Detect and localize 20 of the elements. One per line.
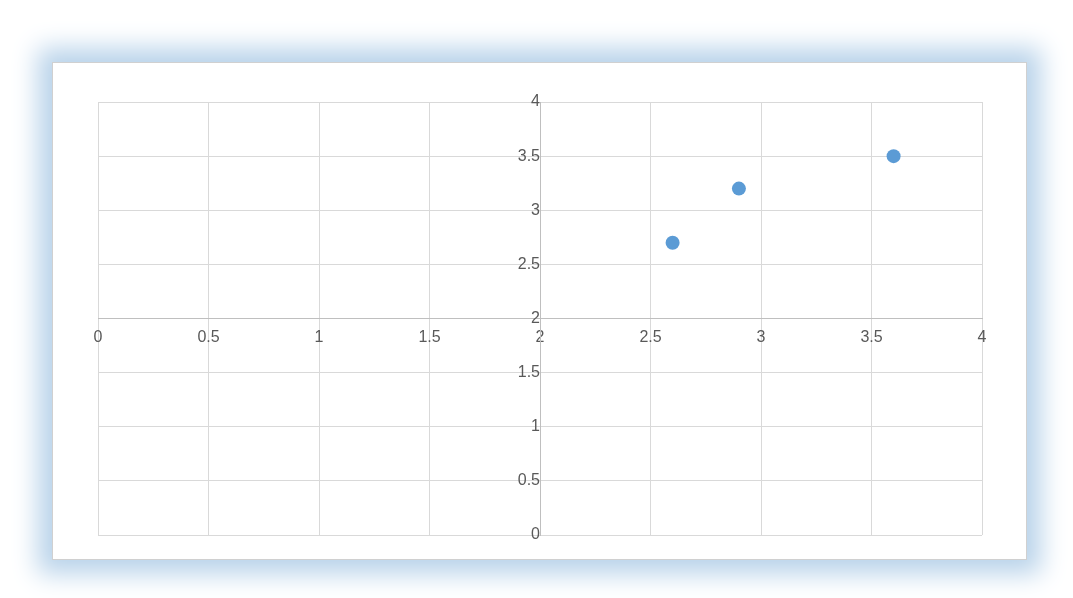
x-tick-label: 1.5	[418, 327, 441, 345]
x-tick-label: 2.5	[639, 327, 662, 345]
x-tick-label: 0.5	[197, 327, 220, 345]
point	[731, 181, 746, 196]
y-tick-label: 3.5	[517, 146, 541, 164]
y-tick-label: 1.5	[517, 363, 541, 381]
y-tick-label: 4	[531, 92, 541, 110]
x-tick-label: 1	[314, 327, 324, 345]
y-tick-label: 3	[531, 200, 541, 218]
point	[886, 149, 901, 164]
x-tick-label: 3.5	[860, 327, 883, 345]
x-tick-label: 4	[977, 327, 987, 345]
y-tick-label: 0	[531, 525, 541, 543]
x-tick-label: 0	[93, 327, 103, 345]
point	[665, 235, 680, 250]
x-tick-label: 3	[756, 327, 766, 345]
y-tick-label: 1	[531, 417, 541, 435]
y-tick-label: 2	[531, 308, 541, 326]
y-tick-label: 2.5	[517, 254, 541, 272]
y-tick-label: 0.5	[517, 471, 541, 489]
